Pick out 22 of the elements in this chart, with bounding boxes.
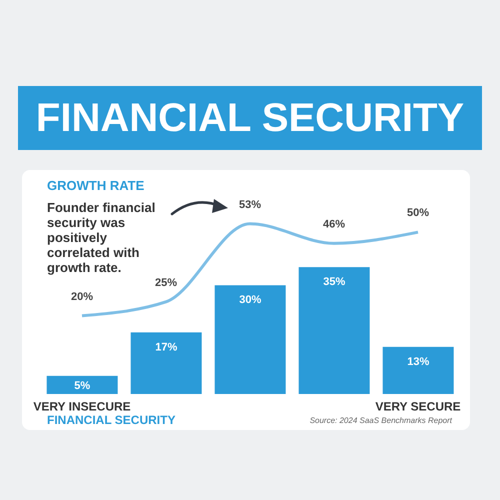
text: GROWTH RATE: [47, 178, 144, 193]
annotation: Founder financial security was positively correlated with growth rate.: [47, 200, 156, 275]
bar: [130, 332, 202, 394]
bar: [214, 285, 286, 394]
bar: [298, 267, 370, 394]
bar: [46, 376, 118, 394]
chart-title: FINANCIAL SECURITY: [18, 86, 482, 150]
data-label: 17%: [155, 341, 178, 354]
x-axis-title: FINANCIAL SECURITY: [47, 413, 176, 427]
source-note: Source: 2024 SaaS Benchmarks Report: [310, 416, 452, 425]
data-label: 25%: [154, 276, 178, 289]
bar: [382, 346, 454, 394]
data-label: 46%: [322, 218, 346, 230]
data-label: 30%: [239, 294, 262, 306]
data-label: 20%: [70, 290, 94, 303]
x-tick-label: VERY SECURE: [375, 400, 461, 414]
x-tick-label: VERY INSECURE: [33, 400, 131, 414]
data-label: 5%: [74, 380, 90, 392]
data-label: 13%: [407, 356, 430, 368]
data-label: 35%: [323, 276, 346, 288]
data-label: 53%: [238, 198, 262, 211]
data-label: 50%: [406, 207, 430, 220]
